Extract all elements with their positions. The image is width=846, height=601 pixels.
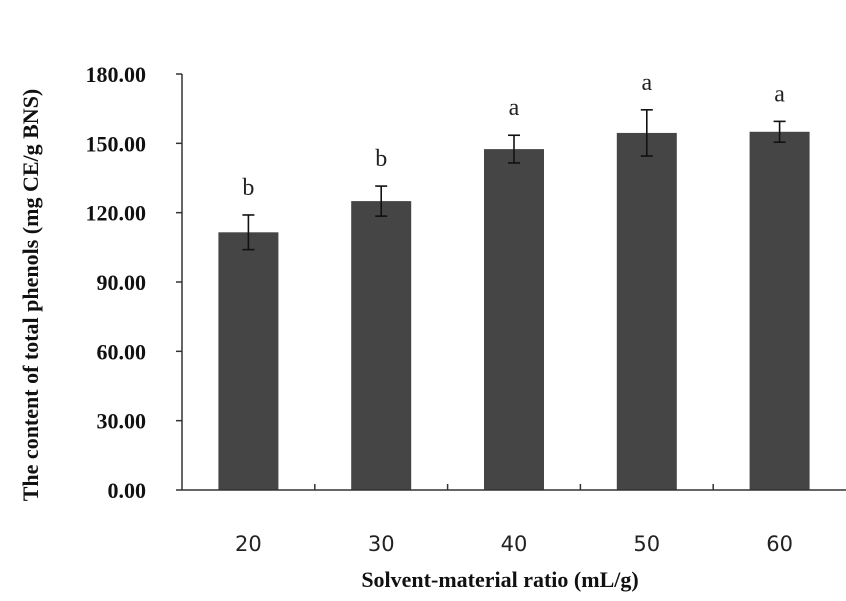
significance-label: a (509, 95, 520, 121)
y-tick-label: 0.00 (108, 478, 147, 503)
x-tick-label: 30 (368, 532, 395, 556)
significance-label: b (375, 146, 387, 172)
x-tick-label: 40 (501, 532, 528, 556)
x-axis-label: Solvent-material ratio (mL/g) (361, 567, 638, 592)
x-tick-label: 20 (235, 532, 262, 556)
x-tick-label: 60 (766, 532, 793, 556)
bar (351, 201, 412, 490)
significance-label: a (641, 70, 652, 96)
y-axis-ticks: 0.00 30.00 60.00 90.00 120.00 150.00 180.00 (86, 62, 182, 503)
y-axis-label: The content of total phenols (mg CE/g BN… (18, 89, 43, 502)
plot-area: b b a a a (218, 70, 810, 491)
significance-label: a (774, 81, 785, 107)
significance-label: b (242, 175, 254, 201)
y-tick-label: 180.00 (86, 62, 147, 87)
bar (218, 232, 279, 491)
x-tick-label: 50 (633, 532, 660, 556)
y-tick-label: 90.00 (97, 270, 147, 295)
bar (484, 149, 544, 490)
x-axis-ticks: 20 30 40 50 60 (235, 484, 793, 556)
y-tick-label: 150.00 (86, 131, 147, 156)
bar (749, 131, 810, 490)
y-tick-label: 120.00 (86, 201, 147, 226)
y-tick-label: 30.00 (97, 409, 147, 434)
y-tick-label: 60.00 (97, 339, 147, 364)
bar (616, 132, 677, 490)
